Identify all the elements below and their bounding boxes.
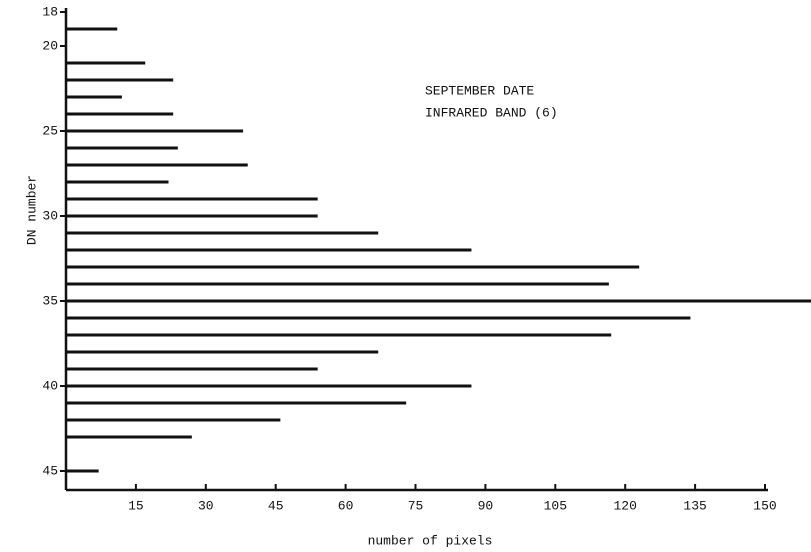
bar xyxy=(66,333,612,337)
bar xyxy=(66,163,248,167)
x-tick-label: 45 xyxy=(268,498,284,513)
bar xyxy=(66,231,379,235)
bar xyxy=(66,350,379,354)
y-tick-label: 20 xyxy=(42,38,58,53)
bar xyxy=(66,282,609,286)
x-tick-label: 30 xyxy=(198,498,214,513)
bar xyxy=(66,129,244,133)
y-tick-label: 45 xyxy=(42,463,58,478)
bar xyxy=(66,265,640,269)
x-tick-label: 60 xyxy=(338,498,354,513)
bar xyxy=(66,418,281,422)
annotation: INFRARED BAND (6) xyxy=(425,105,558,120)
y-tick-label: 40 xyxy=(42,378,58,393)
y-tick-label: 18 xyxy=(42,4,58,19)
bar xyxy=(66,61,146,65)
x-tick-label: 105 xyxy=(544,498,567,513)
x-axis-label: number of pixels xyxy=(368,533,493,548)
bar xyxy=(66,27,118,31)
x-tick-label: 75 xyxy=(408,498,424,513)
bar xyxy=(66,384,472,388)
x-tick-label: 150 xyxy=(753,498,776,513)
bar xyxy=(66,146,178,150)
y-axis-label: DN number xyxy=(24,175,39,245)
annotation: SEPTEMBER DATE xyxy=(425,83,534,98)
bar xyxy=(66,78,174,82)
bar xyxy=(66,469,99,473)
bar xyxy=(66,214,318,218)
x-tick-label: 15 xyxy=(128,498,144,513)
bar xyxy=(66,299,811,303)
bar xyxy=(66,197,318,201)
bar xyxy=(66,435,192,439)
bar xyxy=(66,367,318,371)
y-tick-label: 25 xyxy=(42,123,58,138)
x-tick-label: 135 xyxy=(683,498,706,513)
bar xyxy=(66,316,691,320)
bar xyxy=(66,180,169,184)
y-tick-label: 30 xyxy=(42,208,58,223)
x-tick-label: 120 xyxy=(613,498,636,513)
x-tick-label: 90 xyxy=(478,498,494,513)
y-tick-label: 35 xyxy=(42,293,58,308)
bar xyxy=(66,112,174,116)
bar xyxy=(66,248,472,252)
bar xyxy=(66,401,407,405)
bar xyxy=(66,95,122,99)
